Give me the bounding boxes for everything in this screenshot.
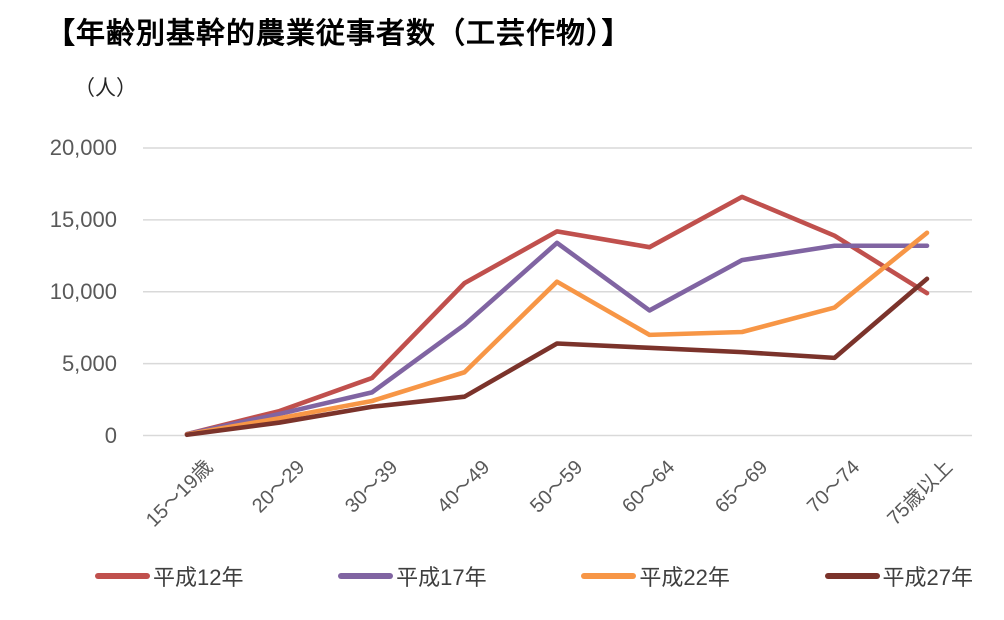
y-axis-tick-label: 5,000 [61,350,117,376]
series-line-平成12年 [184,194,930,437]
series-line-平成17年 [184,240,930,437]
legend-line-swatch [581,573,637,579]
legend-line-swatch [95,573,150,579]
y-axis-tick-label: 10,000 [49,278,117,304]
chart-title: 【年齢別基幹的農業従事者数（工芸作物）】 [46,18,632,50]
legend-label: 平成22年 [639,565,730,590]
legend-item: 平成27年 [824,560,973,592]
legend-line-swatch [338,573,394,579]
legend-line-swatch [824,573,880,579]
y-axis-unit-label: （人） [74,77,137,100]
y-axis-tick-label: 0 [104,422,117,448]
legend-item: 平成17年 [338,560,487,592]
legend-label: 平成12年 [153,565,244,590]
legend-label: 平成17年 [396,565,487,590]
y-axis-tick-label: 20,000 [49,135,117,160]
chart-legend: 平成12年 平成17年 平成22年 平成27年 [95,556,973,596]
legend-item: 平成12年 [95,560,243,592]
legend-label: 平成27年 [882,565,973,590]
y-axis-tick-label: 15,000 [49,206,117,232]
legend-item: 平成22年 [581,560,730,592]
series-line-平成27年 [184,276,930,438]
series-line-平成22年 [184,230,930,437]
